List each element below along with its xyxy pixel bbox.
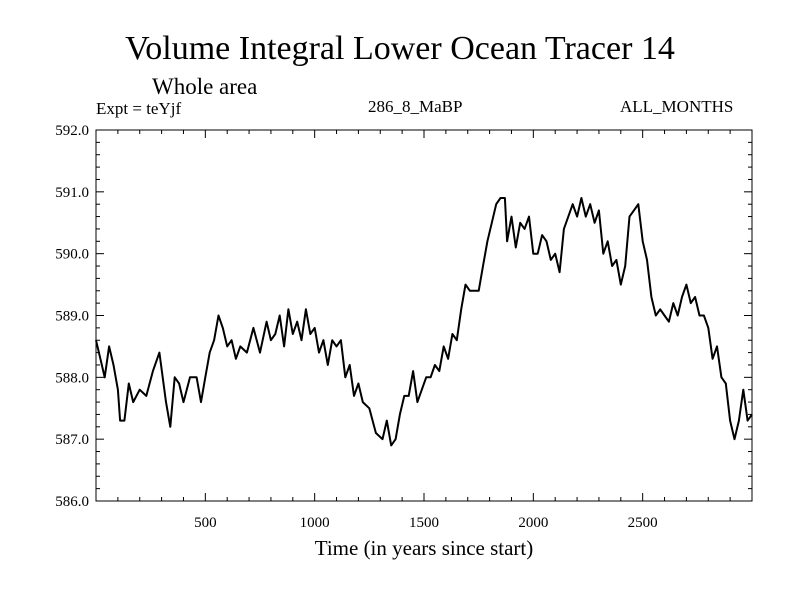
x-tick-label: 500 — [194, 515, 217, 531]
x-tick-label: 2500 — [628, 515, 658, 531]
y-tick-label: 587.0 — [55, 432, 89, 448]
y-tick-label: 590.0 — [55, 247, 89, 263]
chart-subtitle: Whole area — [152, 74, 258, 99]
x-tick-label: 2000 — [518, 515, 548, 531]
y-tick-label: 586.0 — [55, 494, 89, 510]
x-axis: 500 1000 1500 2000 2500 — [117, 130, 731, 531]
y-tick-label: 588.0 — [55, 370, 89, 386]
y-tick-label: 591.0 — [55, 185, 89, 201]
data-line — [95, 197, 753, 447]
y-axis: 586.0 587.0 588.0 589.0 590.0 591.0 592.0 — [55, 123, 752, 510]
chart-title: Volume Integral Lower Ocean Tracer 14 — [125, 30, 675, 67]
x-tick-label: 1500 — [409, 515, 439, 531]
plot-frame — [95, 129, 753, 502]
experiment-label: Expt = teYjf — [96, 99, 182, 118]
y-tick-label: 592.0 — [55, 123, 89, 139]
x-axis-label: Time (in years since start) — [315, 536, 534, 560]
y-tick-label: 589.0 — [55, 309, 89, 325]
x-tick-label: 1000 — [300, 515, 330, 531]
period-label: ALL_MONTHS — [620, 97, 734, 116]
run-label: 286_8_MaBP — [368, 97, 463, 116]
